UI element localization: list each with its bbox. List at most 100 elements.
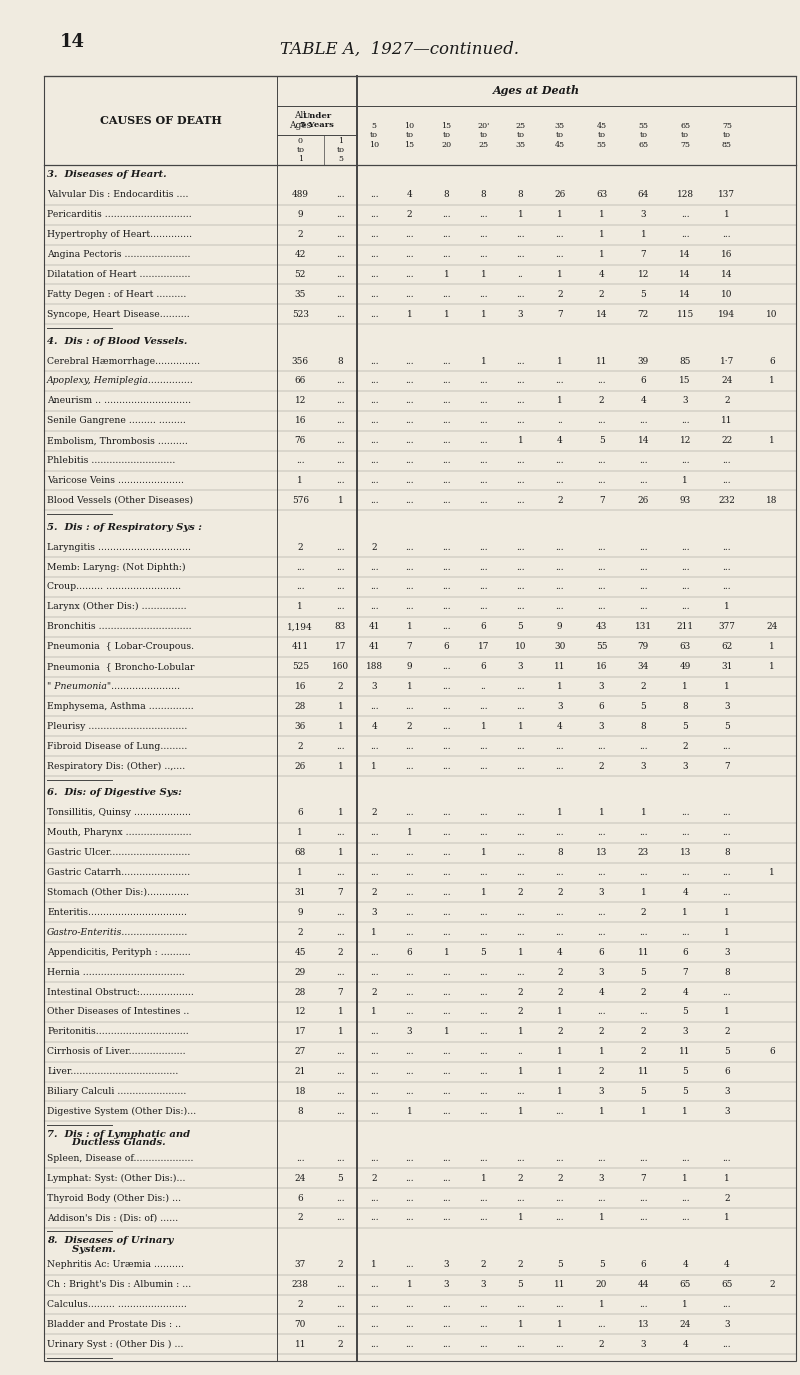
Text: Under
5 Years: Under 5 Years (300, 111, 334, 129)
Text: ...: ... (442, 417, 451, 425)
Text: ...: ... (336, 210, 345, 219)
Text: 44: 44 (638, 1280, 649, 1290)
Text: ...: ... (598, 1320, 606, 1328)
Text: 11: 11 (638, 947, 649, 957)
Text: ...: ... (406, 436, 414, 446)
Text: 1: 1 (298, 828, 303, 837)
Text: ...: ... (336, 1280, 345, 1290)
Text: ...: ... (479, 1194, 488, 1203)
Text: ...: ... (370, 377, 378, 385)
Text: ...: ... (336, 741, 345, 751)
Text: 2: 2 (298, 1299, 303, 1309)
Text: ...: ... (370, 309, 378, 319)
Text: ...: ... (516, 290, 525, 298)
Text: ...: ... (442, 476, 451, 485)
Text: 13: 13 (638, 1320, 649, 1328)
Text: ...: ... (479, 987, 488, 997)
Text: ...: ... (406, 1067, 414, 1077)
Text: 31: 31 (294, 888, 306, 896)
Text: 18: 18 (294, 1088, 306, 1096)
Text: ...: ... (479, 210, 488, 219)
Text: ...: ... (370, 190, 378, 199)
Text: Intestinal Obstruct:..................: Intestinal Obstruct:.................. (47, 987, 194, 997)
Text: 6: 6 (598, 947, 604, 957)
Text: ...: ... (370, 210, 378, 219)
Text: 83: 83 (335, 623, 346, 631)
Text: 6: 6 (444, 642, 450, 652)
Text: ...: ... (555, 1107, 564, 1116)
Text: ...: ... (639, 583, 648, 591)
Text: 1: 1 (338, 1008, 343, 1016)
Text: 1: 1 (518, 436, 523, 446)
Text: Fibroid Disease of Lung.........: Fibroid Disease of Lung......... (47, 741, 187, 751)
Text: ...: ... (406, 1261, 414, 1269)
Text: ...: ... (442, 1088, 451, 1096)
Text: ...: ... (639, 1299, 648, 1309)
Text: ...: ... (336, 1194, 345, 1203)
Text: 7.  Dis : of Lymphatic and: 7. Dis : of Lymphatic and (47, 1130, 190, 1138)
Text: ...: ... (479, 436, 488, 446)
Text: ...: ... (370, 562, 378, 572)
Text: ...: ... (479, 1339, 488, 1349)
Text: 4: 4 (598, 987, 605, 997)
Text: ...: ... (722, 808, 731, 817)
Text: 2: 2 (298, 741, 303, 751)
Text: 1: 1 (338, 848, 343, 857)
Text: 11: 11 (554, 663, 566, 671)
Text: 1: 1 (406, 1107, 413, 1116)
Text: 1: 1 (481, 1174, 486, 1182)
Text: 2: 2 (371, 987, 377, 997)
Text: 2: 2 (518, 987, 523, 997)
Text: 2: 2 (557, 888, 562, 896)
Text: 3: 3 (598, 968, 604, 976)
Text: 3: 3 (444, 1261, 450, 1269)
Text: ...: ... (442, 987, 451, 997)
Text: ...: ... (555, 908, 564, 917)
Text: ...: ... (370, 741, 378, 751)
Text: 3: 3 (598, 888, 604, 896)
Text: ...: ... (516, 496, 525, 505)
Text: Apoplexy, Hemiplegia...............: Apoplexy, Hemiplegia............... (47, 377, 194, 385)
Text: ...: ... (479, 968, 488, 976)
Text: ...: ... (722, 828, 731, 837)
Text: ...: ... (442, 1008, 451, 1016)
Text: 188: 188 (366, 663, 382, 671)
Text: ...: ... (479, 701, 488, 711)
Text: ...: ... (442, 543, 451, 551)
Text: 1: 1 (481, 722, 486, 730)
Text: 2: 2 (298, 928, 303, 936)
Text: 2: 2 (557, 1027, 562, 1037)
Text: 1: 1 (406, 828, 413, 837)
Text: ...: ... (555, 741, 564, 751)
Text: 3: 3 (598, 1174, 604, 1182)
Text: ...: ... (442, 436, 451, 446)
Text: 6: 6 (481, 663, 486, 671)
Text: 1: 1 (769, 868, 774, 877)
Text: 2: 2 (598, 762, 604, 770)
Text: 1: 1 (518, 1320, 523, 1328)
Text: 17: 17 (294, 1027, 306, 1037)
Text: Laryngitis ...............................: Laryngitis .............................… (47, 543, 191, 551)
Text: ...: ... (516, 848, 525, 857)
Text: ...: ... (406, 908, 414, 917)
Text: ...: ... (296, 1154, 305, 1163)
Text: ...: ... (442, 230, 451, 239)
Text: ...: ... (442, 1339, 451, 1349)
Text: 5: 5 (598, 1261, 605, 1269)
Text: ...: ... (479, 602, 488, 612)
Text: 22: 22 (722, 436, 733, 446)
Text: ...: ... (681, 456, 690, 465)
Text: 55
to
65: 55 to 65 (638, 122, 649, 148)
Text: ...: ... (370, 1107, 378, 1116)
Text: 1: 1 (682, 1107, 688, 1116)
Text: ...: ... (442, 828, 451, 837)
Text: ...: ... (681, 1194, 690, 1203)
Text: 1: 1 (598, 1214, 605, 1222)
Text: 14: 14 (721, 270, 733, 279)
Text: 4.  Dis : of Blood Vessels.: 4. Dis : of Blood Vessels. (47, 337, 187, 345)
Text: 1: 1 (338, 722, 343, 730)
Text: ...: ... (516, 1339, 525, 1349)
Text: 39: 39 (638, 356, 649, 366)
Text: ...: ... (442, 1214, 451, 1222)
Text: 1: 1 (298, 476, 303, 485)
